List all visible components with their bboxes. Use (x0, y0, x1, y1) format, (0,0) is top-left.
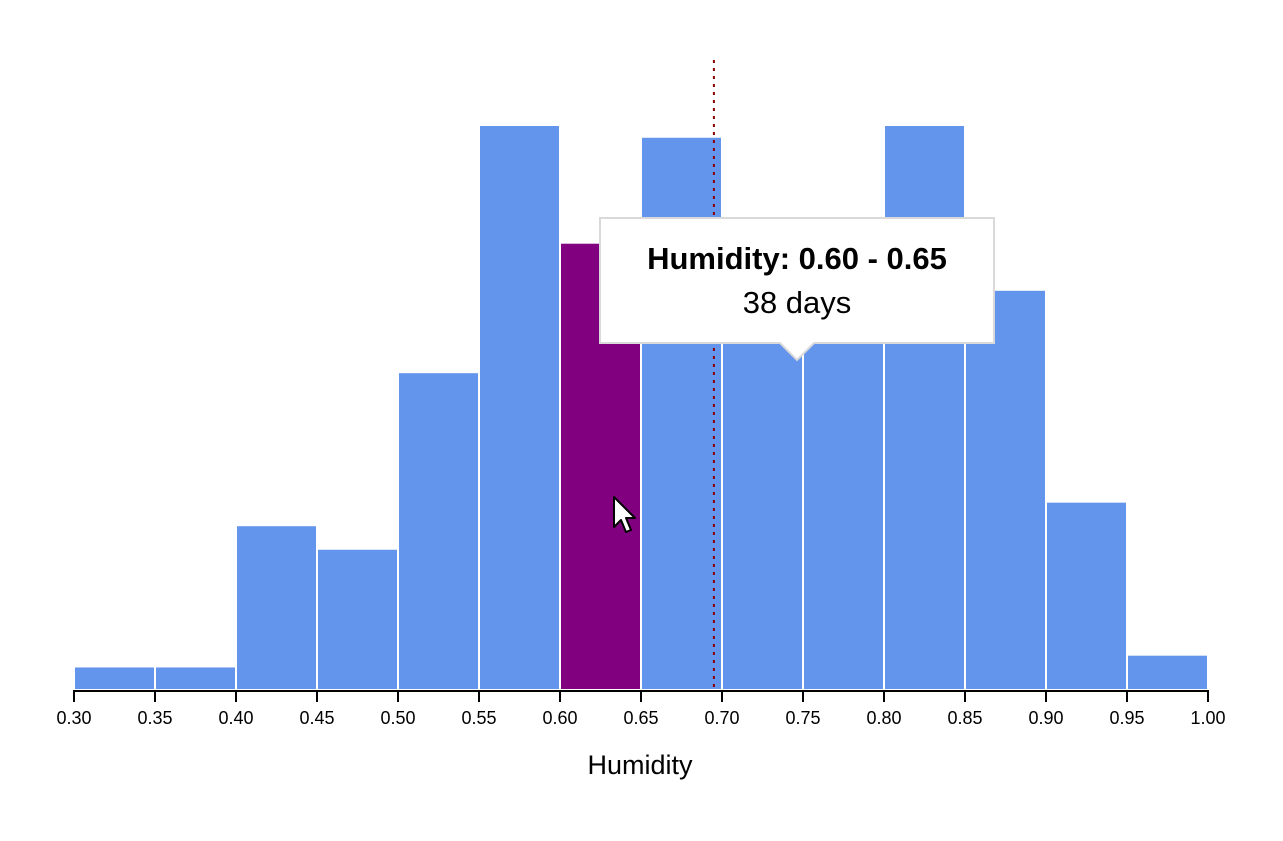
tooltip: Humidity: 0.60 - 0.65 38 days (599, 217, 995, 362)
x-tick-label: 0.35 (137, 708, 172, 728)
tooltip-value: 38 days (743, 285, 852, 320)
histogram-bar[interactable] (154, 665, 237, 691)
histogram-bar[interactable] (1045, 500, 1128, 691)
x-tick-label: 0.65 (623, 708, 658, 728)
x-tick-label: 0.30 (56, 708, 91, 728)
x-axis-title: Humidity (587, 750, 693, 780)
histogram-bar[interactable] (73, 665, 156, 691)
tooltip-title: Humidity: 0.60 - 0.65 (647, 241, 947, 276)
histogram-bar[interactable] (478, 124, 561, 691)
x-tick-label: 0.90 (1028, 708, 1063, 728)
histogram-bar[interactable] (964, 288, 1047, 691)
arrow-cursor-icon (613, 496, 636, 533)
x-tick-label: 1.00 (1190, 708, 1225, 728)
x-tick-label: 0.40 (218, 708, 253, 728)
x-tick-label: 0.70 (704, 708, 739, 728)
x-tick-label: 0.50 (380, 708, 415, 728)
x-tick-label: 0.85 (947, 708, 982, 728)
histogram-bar[interactable] (1126, 653, 1209, 691)
x-axis-ticks: 0.30 0.35 0.40 0.45 0.50 0.55 0.60 0.65 0.70 0.75… (56, 690, 1226, 728)
x-axis: 0.30 0.35 0.40 0.45 0.50 0.55 0.60 0.65 0.70 0.75… (56, 690, 1226, 728)
x-tick-label: 0.75 (785, 708, 820, 728)
tooltip-box (599, 217, 995, 362)
x-tick-label: 0.95 (1109, 708, 1144, 728)
histogram-bar[interactable] (397, 371, 480, 691)
x-tick-label: 0.45 (299, 708, 334, 728)
histogram-bar[interactable] (316, 547, 399, 691)
histogram-bar[interactable] (235, 524, 318, 691)
x-tick-label: 0.55 (461, 708, 496, 728)
x-tick-label: 0.80 (866, 708, 901, 728)
x-tick-label: 0.60 (542, 708, 577, 728)
histogram-bar[interactable] (883, 124, 966, 691)
histogram-bars (73, 124, 1209, 692)
